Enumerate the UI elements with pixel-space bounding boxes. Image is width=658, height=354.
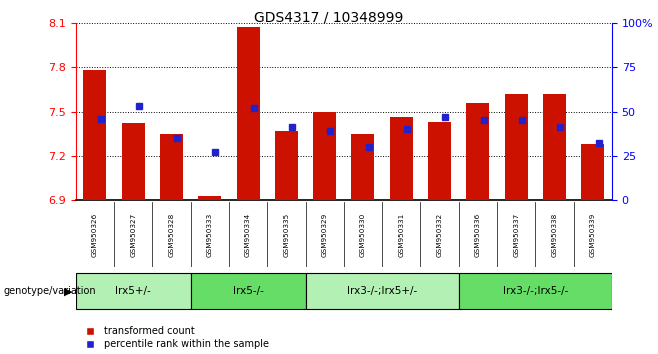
Legend: transformed count, percentile rank within the sample: transformed count, percentile rank withi…: [80, 326, 269, 349]
Text: GSM950336: GSM950336: [475, 212, 481, 257]
Bar: [505, 94, 528, 200]
Bar: [122, 123, 145, 200]
Text: GSM950335: GSM950335: [284, 212, 290, 257]
Bar: [305, 273, 459, 309]
Bar: [191, 273, 305, 309]
Text: GSM950327: GSM950327: [130, 212, 136, 257]
Text: lrx3-/-;lrx5+/-: lrx3-/-;lrx5+/-: [347, 286, 417, 296]
Bar: [581, 144, 604, 200]
Text: GSM950334: GSM950334: [245, 212, 251, 257]
Text: GSM950328: GSM950328: [168, 212, 174, 257]
Text: ▶: ▶: [64, 286, 72, 296]
Text: GSM950339: GSM950339: [590, 212, 595, 257]
Text: GSM950338: GSM950338: [551, 212, 557, 257]
Text: GSM950332: GSM950332: [436, 212, 443, 257]
Bar: [351, 134, 374, 200]
Bar: [390, 118, 413, 200]
Text: GSM950331: GSM950331: [398, 212, 404, 257]
Text: GDS4317 / 10348999: GDS4317 / 10348999: [254, 11, 404, 25]
Text: lrx5+/-: lrx5+/-: [115, 286, 151, 296]
Text: GSM950329: GSM950329: [322, 212, 328, 257]
Bar: [313, 112, 336, 200]
Bar: [198, 196, 221, 200]
Bar: [467, 103, 490, 200]
Text: GSM950326: GSM950326: [92, 212, 98, 257]
Bar: [428, 122, 451, 200]
Bar: [76, 273, 191, 309]
Text: lrx3-/-;lrx5-/-: lrx3-/-;lrx5-/-: [503, 286, 568, 296]
Bar: [543, 94, 566, 200]
Bar: [275, 131, 298, 200]
Bar: [237, 27, 259, 200]
Text: lrx5-/-: lrx5-/-: [233, 286, 263, 296]
Text: genotype/variation: genotype/variation: [3, 286, 96, 296]
Text: GSM950333: GSM950333: [207, 212, 213, 257]
Bar: [160, 134, 183, 200]
Bar: [84, 70, 107, 200]
Text: GSM950330: GSM950330: [360, 212, 366, 257]
Text: GSM950337: GSM950337: [513, 212, 519, 257]
Bar: [459, 273, 612, 309]
